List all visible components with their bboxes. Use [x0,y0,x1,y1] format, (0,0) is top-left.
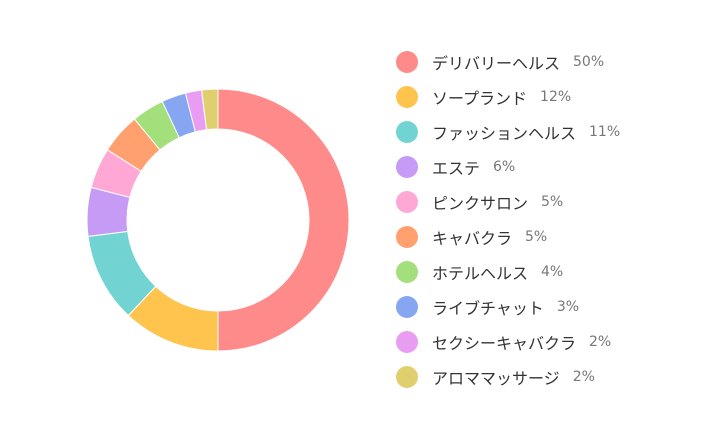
legend-item[interactable]: エステ 6% [396,149,620,184]
legend-swatch [396,85,418,108]
legend-swatch [396,295,418,318]
legend-label: ライブチャット [432,298,544,318]
legend-item[interactable]: デリバリーヘルス 50% [396,44,620,79]
legend-percent: 3% [556,298,580,315]
legend-swatch [396,260,418,283]
legend-percent: 6% [493,158,516,175]
legend-label: エステ [432,158,481,178]
donut-slice[interactable] [201,88,219,131]
legend-label: セクシーキャバクラ [432,333,577,353]
legend-swatch [396,155,418,178]
legend-label: ファッションヘルス [432,123,577,143]
legend-label: ソープランド [432,88,528,108]
legend-swatch [396,225,418,248]
legend-label: ホテルヘルス [432,263,529,283]
legend-label: ピンクサロン [432,193,529,213]
legend-percent: 4% [541,263,564,280]
legend-label: アロママッサージ [432,368,560,388]
legend-item[interactable]: ピンクサロン 5% [396,184,620,219]
legend-swatch [396,330,418,353]
legend-percent: 5% [525,228,548,245]
legend-label: デリバリーヘルス [432,53,561,73]
chart-legend: デリバリーヘルス 50% ソープランド 12% ファッションヘルス 11% エステ 6%… [396,44,620,394]
legend-item[interactable]: ライブチャット 3% [396,289,620,324]
legend-percent: 2% [589,333,612,350]
legend-item[interactable]: ファッションヘルス 11% [396,114,620,149]
donut-slice[interactable] [217,88,350,352]
legend-swatch [396,50,418,73]
legend-swatch [396,190,418,213]
legend-item[interactable]: アロママッサージ 2% [396,359,620,394]
legend-percent: 2% [572,368,595,385]
legend-item[interactable]: ソープランド 12% [396,79,620,114]
legend-item[interactable]: ホテルヘルス 4% [396,254,620,289]
legend-item[interactable]: セクシーキャバクラ 2% [396,324,620,359]
legend-swatch [396,120,418,143]
legend-percent: 50% [573,53,605,70]
donut-chart [86,88,350,352]
legend-label: キャバクラ [432,228,513,248]
legend-swatch [396,365,418,388]
legend-percent: 12% [540,88,572,105]
legend-item[interactable]: キャバクラ 5% [396,219,620,254]
legend-percent: 11% [589,123,621,140]
legend-percent: 5% [541,193,564,210]
